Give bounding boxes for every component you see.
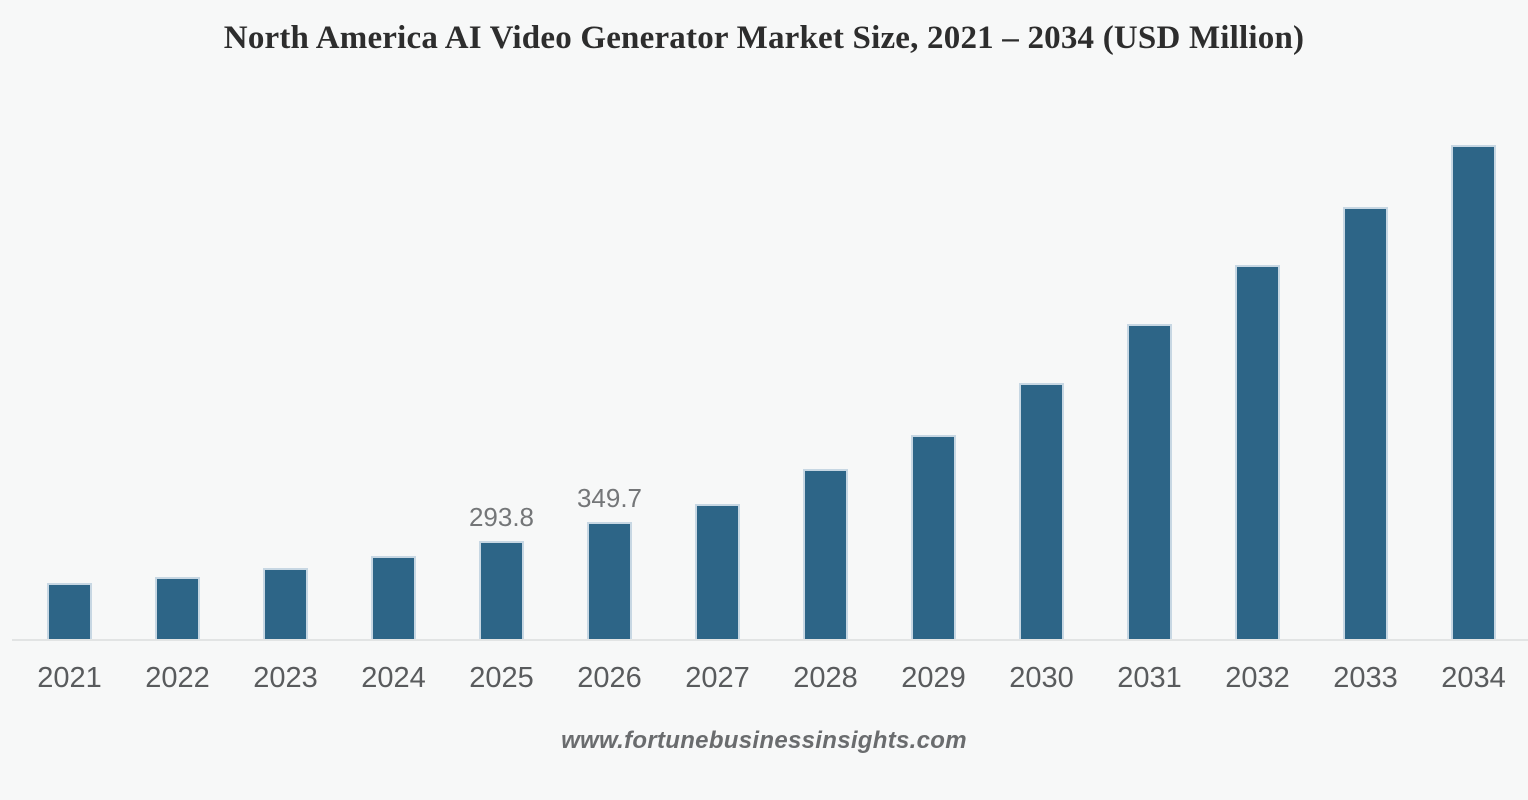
- bar-2028: [803, 469, 848, 641]
- tick-label-2022: 2022: [145, 662, 210, 694]
- value-label-2025: 293.8: [468, 502, 535, 532]
- bar-2031: [1127, 324, 1172, 641]
- bar-2026: [587, 522, 632, 641]
- bar-2034: [1451, 145, 1496, 641]
- bar-2023: [263, 568, 308, 641]
- bar-2027: [695, 504, 740, 641]
- tick-label-2031: 2031: [1117, 662, 1182, 694]
- tick-label-2025: 2025: [469, 662, 534, 694]
- bar-2032: [1235, 265, 1280, 641]
- bar-2022: [155, 577, 200, 641]
- tick-label-2023: 2023: [253, 662, 318, 694]
- source-url: www.fortunebusinessinsights.com: [561, 727, 967, 754]
- bar-2024: [371, 556, 416, 641]
- x-axis-line: [12, 639, 1528, 641]
- value-label-2026: 349.7: [576, 483, 643, 513]
- bar-2033: [1343, 207, 1388, 641]
- plot-area: 293.8 349.7: [47, 145, 1496, 641]
- tick-label-2033: 2033: [1333, 662, 1398, 694]
- tick-label-2028: 2028: [793, 662, 858, 694]
- bar-2029: [911, 435, 956, 641]
- tick-label-2027: 2027: [685, 662, 750, 694]
- tick-label-2024: 2024: [361, 662, 426, 694]
- tick-label-2030: 2030: [1009, 662, 1074, 694]
- tick-label-2029: 2029: [901, 662, 966, 694]
- bar-2030: [1019, 383, 1064, 641]
- bar-2021: [47, 583, 92, 641]
- bar-2025: [479, 541, 524, 641]
- tick-label-2034: 2034: [1441, 662, 1506, 694]
- tick-label-2032: 2032: [1225, 662, 1290, 694]
- tick-label-2026: 2026: [577, 662, 642, 694]
- x-axis-tick-labels: 2021 2022 2023 2024 2025 2026 2027 2028 2029 2030…: [0, 662, 1528, 698]
- chart-title: North America AI Video Generator Market …: [223, 20, 1305, 56]
- tick-label-2021: 2021: [37, 662, 102, 694]
